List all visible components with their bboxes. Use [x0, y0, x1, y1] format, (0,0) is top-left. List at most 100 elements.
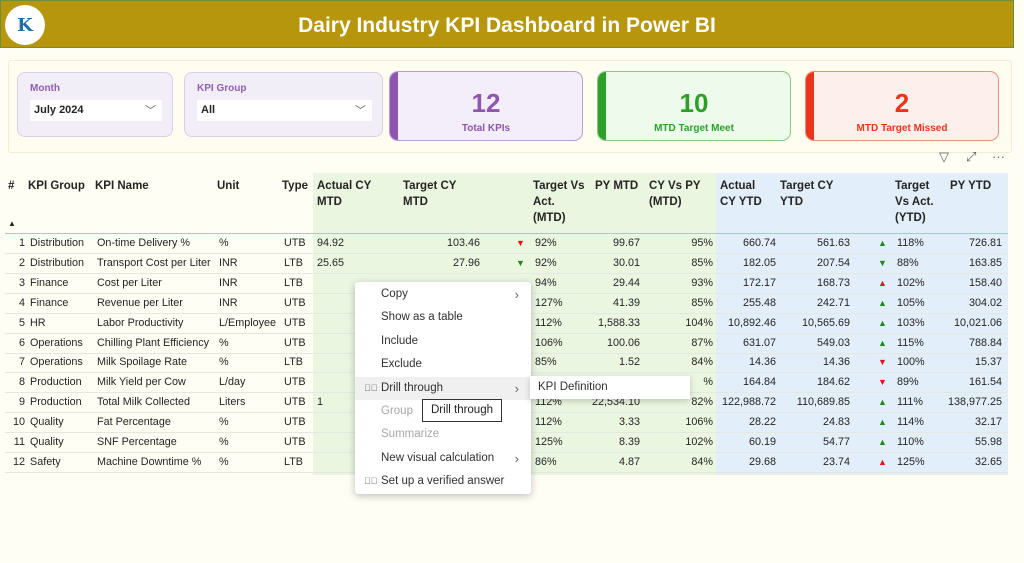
more-options-icon[interactable]: ···	[992, 149, 1005, 164]
cell-cyvpy: 85%	[691, 296, 713, 309]
cell-tva_mtd: 112%	[535, 396, 562, 409]
cell-tva_ytd: 110%	[897, 436, 924, 448]
menu-item-set-up-a-verified-answer[interactable]: ✓⃝ Set up a verified answer	[355, 470, 531, 493]
filter-icon[interactable]: ▽	[939, 149, 949, 164]
card-value: 2	[894, 88, 910, 118]
menu-item-label: Show as a table	[381, 311, 463, 324]
cell-tgt_ytd: 23.74	[822, 455, 850, 468]
column-header[interactable]: KPI Name	[95, 180, 149, 192]
cell-n: 6	[18, 336, 25, 349]
arrow-down-icon: ▼	[516, 257, 525, 268]
arrow-down-icon: ▼	[878, 257, 887, 268]
menu-item-label: Set up a verified answer	[381, 475, 505, 488]
column-header[interactable]: Actual CY YTD	[720, 180, 762, 208]
cell-act_ytd: 122,988.72	[721, 396, 776, 409]
cell-act_ytd: 660.74	[742, 237, 776, 249]
menu-item-drill-through[interactable]: ➜⃝ Drill through ›	[355, 376, 531, 400]
cell-name: Machine Downtime %	[97, 455, 202, 468]
cell-tva_mtd: 94%	[535, 276, 557, 289]
cell-py_ytd: 161.54	[968, 376, 1002, 389]
cell-py_mtd: 30.01	[612, 256, 640, 269]
cell-name: Milk Spoilage Rate	[97, 356, 188, 369]
arrow-up-icon: ▲	[878, 456, 887, 467]
card-accent-bar	[390, 72, 398, 140]
column-header[interactable]: Target CY YTD	[780, 180, 834, 208]
column-header[interactable]: Target Vs Act. (YTD)	[895, 180, 934, 224]
cell-type: UTB	[284, 336, 306, 349]
cell-name: SNF Percentage	[97, 436, 177, 448]
cell-type: LTB	[284, 256, 303, 269]
chevron-right-icon: ›	[514, 450, 519, 466]
cell-n: 11	[13, 436, 25, 448]
cell-n: 10	[12, 416, 25, 429]
column-header[interactable]: Actual CY MTD	[317, 180, 372, 208]
cell-tva_mtd: 112%	[535, 416, 562, 429]
cell-group: Distribution	[30, 256, 85, 269]
month-dropdown[interactable]: July 2024 ﹀	[30, 100, 162, 121]
cell-tva_mtd: 86%	[535, 455, 557, 468]
total-kpis-card: 12 Total KPIs	[389, 71, 583, 141]
cell-name: Milk Yield per Cow	[97, 376, 186, 389]
cell-type: LTB	[284, 276, 303, 289]
menu-item-copy[interactable]: Copy ›	[355, 283, 531, 306]
cell-tgt_ytd: 168.73	[816, 276, 850, 289]
sort-ascending-icon[interactable]: ▲	[8, 219, 16, 228]
column-header[interactable]: KPI Group	[28, 180, 85, 192]
column-header[interactable]: Target Vs Act. (MTD)	[533, 180, 585, 224]
cell-name: Chilling Plant Efficiency	[97, 336, 210, 349]
kpi-group-dropdown[interactable]: All ﹀	[197, 100, 372, 121]
cell-type: UTB	[284, 316, 306, 329]
cell-tva_ytd: 88%	[897, 256, 919, 269]
cell-tgt_ytd: 561.63	[816, 237, 850, 249]
cell-cyvpy: 84%	[691, 356, 713, 369]
cell-tva_ytd: 100%	[897, 356, 925, 369]
cell-unit: %	[219, 455, 229, 468]
menu-item-include[interactable]: Include	[355, 330, 531, 353]
cell-tgt_ytd: 549.03	[816, 336, 850, 349]
cell-group: HR	[30, 316, 46, 329]
cell-cyvpy: 104%	[685, 316, 713, 329]
kpi-table: # KPI Group KPI Name Unit Type Actual CY MTD T…	[0, 170, 1010, 492]
card-value: 12	[471, 88, 501, 118]
cell-py_mtd: 4.87	[618, 455, 640, 468]
column-header[interactable]: PY MTD	[595, 180, 639, 192]
cell-py_ytd: 32.65	[974, 455, 1002, 468]
cell-act_ytd: 14.36	[748, 356, 776, 369]
column-header[interactable]: CY Vs PY (MTD)	[649, 180, 701, 208]
dashboard-header: K Dairy Industry KPI Dashboard in Power …	[0, 0, 1014, 48]
cell-cyvpy: 82%	[691, 396, 713, 409]
column-header[interactable]: Unit	[217, 180, 240, 192]
cell-act_ytd: 29.68	[748, 455, 776, 468]
cell-cyvpy: 95%	[691, 237, 713, 249]
column-header[interactable]: Target CY MTD	[403, 180, 457, 208]
cell-tgt_ytd: 207.54	[816, 256, 850, 269]
cell-type: UTB	[284, 436, 306, 448]
chevron-right-icon: ›	[514, 380, 519, 396]
cell-group: Finance	[30, 296, 69, 309]
cell-act_ytd: 10,892.46	[727, 316, 776, 329]
focus-mode-icon[interactable]: ⤢	[966, 149, 977, 164]
cell-unit: %	[219, 416, 229, 429]
column-header[interactable]: Type	[282, 180, 308, 192]
cell-tva_mtd: 127%	[535, 296, 563, 309]
cell-tva_mtd: 112%	[535, 316, 562, 329]
cell-name: Transport Cost per Liter	[97, 256, 211, 269]
menu-item-label: New visual calculation	[381, 451, 495, 464]
cell-cyvpy: 87%	[691, 336, 713, 349]
cell-py_ytd: 55.98	[974, 436, 1002, 448]
menu-item-exclude[interactable]: Exclude	[355, 353, 531, 376]
cell-py_mtd: 1.52	[618, 356, 640, 369]
menu-item-new-visual-calculation[interactable]: New visual calculation ›	[355, 447, 531, 470]
column-header[interactable]: PY YTD	[950, 180, 992, 192]
menu-item-show-as-a-table[interactable]: Show as a table	[355, 306, 531, 329]
column-header[interactable]: #	[8, 180, 15, 192]
cell-unit: INR	[219, 296, 238, 309]
cell-py_mtd: 8.39	[618, 436, 640, 448]
card-accent-bar	[806, 72, 814, 140]
cell-tva_mtd: 92%	[535, 256, 557, 269]
chevron-right-icon: ›	[514, 287, 519, 302]
cell-act_ytd: 255.48	[742, 296, 776, 309]
header-divider	[5, 233, 1008, 234]
cell-act_ytd: 28.22	[748, 416, 776, 429]
submenu-item-kpi-definition[interactable]: KPI Definition	[530, 376, 690, 399]
